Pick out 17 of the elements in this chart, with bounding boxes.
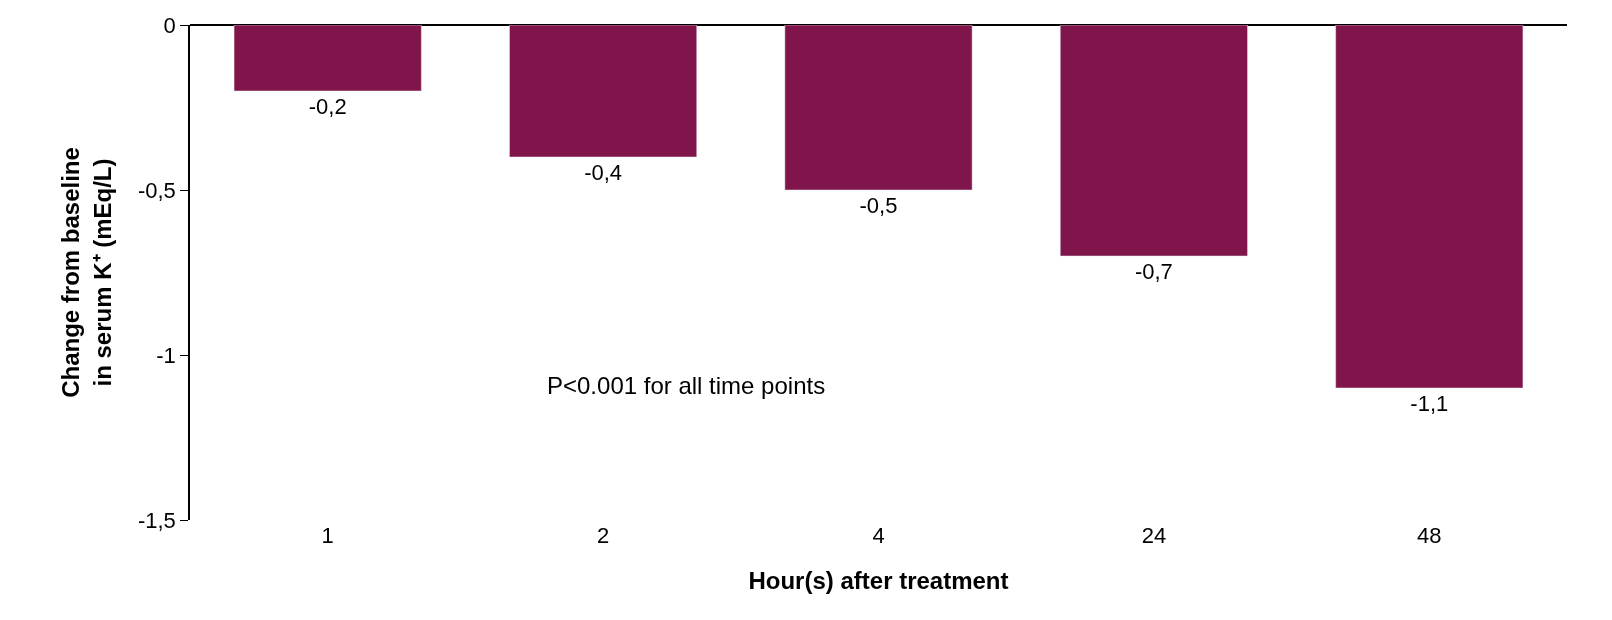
y-tick-label: -1 [156,342,176,368]
data-label: -0,5 [859,193,898,218]
x-tick-label: 2 [596,523,610,548]
data-label: -0,2 [308,94,347,119]
y-tick-label: 0 [163,12,176,38]
x-tick-label: 24 [1141,523,1167,548]
x-tick-label: 1 [321,523,334,548]
x-tick-label: 48 [1417,523,1442,548]
data-label: -1,1 [1410,391,1449,416]
x-tick-label: 4 [872,523,885,548]
y-tick-label: -1,5 [137,507,176,533]
x-axis-title: Hour(s) after treatment [748,567,1009,595]
data-label: -0,7 [1134,259,1173,284]
data-label: -0,4 [584,160,623,185]
annotation: P<0.001 for all time points [547,372,826,399]
y-tick-label: -0,5 [137,177,176,203]
y-axis-title: Change from baseline in serum K⁺ (mEq/L) [57,147,116,398]
